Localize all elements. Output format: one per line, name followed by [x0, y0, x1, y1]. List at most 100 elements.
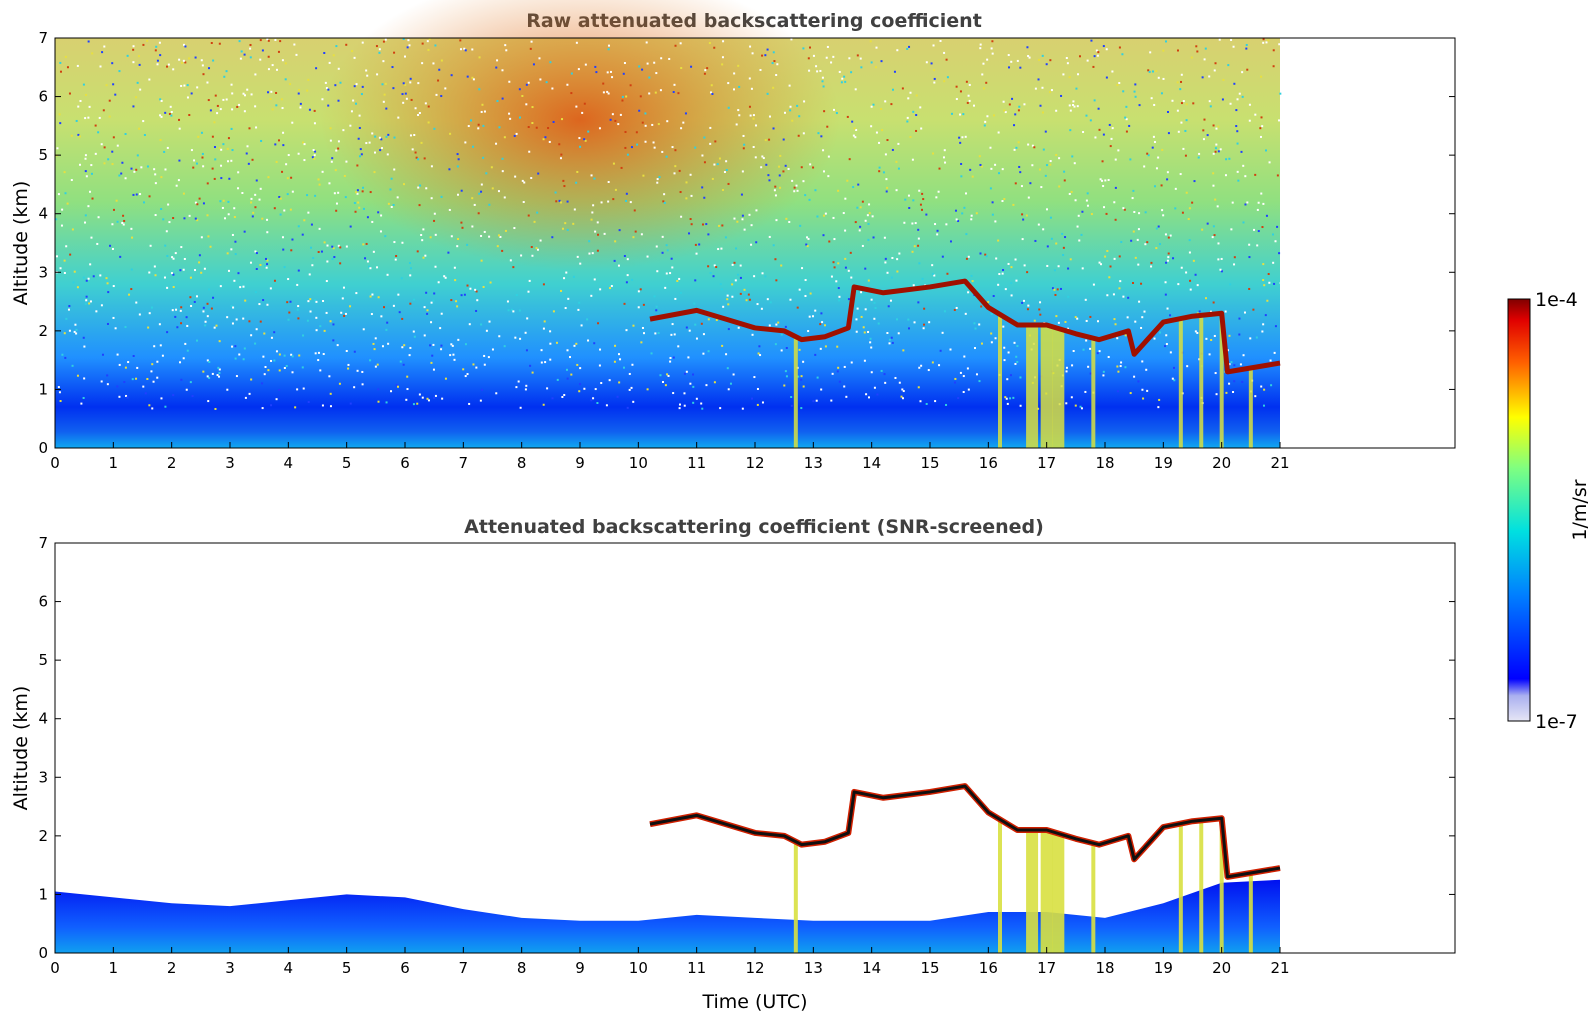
noise-speckle: [1184, 154, 1187, 157]
noise-speckle: [991, 40, 994, 43]
noise-speckle: [1155, 167, 1158, 170]
noise-speckle: [196, 219, 199, 222]
noise-speckle: [433, 212, 436, 215]
noise-speckle: [410, 267, 413, 270]
noise-speckle: [1131, 197, 1134, 200]
noise-speckle: [1245, 43, 1248, 46]
noise-speckle: [807, 330, 810, 333]
noise-speckle: [421, 396, 424, 399]
noise-speckle: [402, 183, 405, 186]
noise-speckle: [507, 309, 510, 312]
noise-speckle: [162, 218, 165, 221]
noise-speckle: [1141, 360, 1144, 363]
noise-speckle: [762, 157, 765, 160]
noise-speckle: [198, 261, 201, 264]
noise-speckle: [472, 363, 475, 366]
noise-speckle: [463, 293, 466, 296]
precipitation-streak: [1040, 830, 1053, 953]
noise-speckle: [1208, 75, 1211, 78]
noise-speckle: [843, 385, 846, 388]
noise-speckle: [1117, 370, 1120, 373]
noise-speckle: [404, 55, 407, 58]
noise-speckle: [361, 41, 364, 44]
noise-speckle: [933, 69, 936, 72]
noise-speckle: [1055, 154, 1058, 157]
noise-speckle: [433, 396, 436, 399]
noise-speckle: [227, 200, 230, 203]
noise-speckle: [821, 80, 824, 83]
noise-speckle: [549, 358, 552, 361]
noise-speckle: [431, 354, 434, 357]
noise-speckle: [177, 179, 180, 182]
noise-speckle: [118, 363, 121, 366]
noise-speckle: [751, 333, 754, 336]
noise-speckle: [630, 386, 633, 389]
noise-speckle: [1219, 268, 1222, 271]
noise-speckle: [896, 270, 899, 273]
noise-speckle: [430, 165, 433, 168]
noise-speckle: [95, 310, 98, 313]
noise-speckle: [1137, 228, 1140, 231]
noise-speckle: [875, 131, 878, 134]
noise-speckle: [238, 353, 241, 356]
noise-speckle: [495, 392, 498, 395]
noise-speckle: [573, 208, 576, 211]
noise-speckle: [231, 322, 234, 325]
noise-speckle: [569, 356, 572, 359]
noise-speckle: [602, 91, 605, 94]
noise-speckle: [1132, 189, 1135, 192]
noise-speckle: [231, 92, 234, 95]
noise-speckle: [1114, 186, 1117, 189]
noise-speckle: [1229, 102, 1232, 105]
noise-speckle: [1157, 225, 1160, 228]
noise-speckle: [1045, 164, 1048, 167]
noise-speckle: [503, 136, 506, 139]
noise-speckle: [99, 274, 102, 277]
noise-speckle: [172, 257, 175, 260]
noise-speckle: [1097, 107, 1100, 110]
x-tick-label: 9: [575, 959, 585, 977]
noise-speckle: [483, 110, 486, 113]
noise-speckle: [655, 72, 658, 75]
noise-speckle: [1017, 109, 1020, 112]
noise-speckle: [819, 323, 822, 326]
noise-speckle: [688, 232, 691, 235]
noise-speckle: [661, 235, 664, 238]
noise-speckle: [761, 155, 764, 158]
noise-speckle: [512, 266, 515, 269]
noise-speckle: [372, 250, 375, 253]
noise-speckle: [701, 154, 704, 157]
y-axis-label: Altitude (km): [10, 686, 32, 811]
noise-speckle: [986, 58, 989, 61]
noise-speckle: [1129, 158, 1132, 161]
noise-speckle: [85, 175, 88, 178]
noise-speckle: [921, 192, 924, 195]
noise-speckle: [440, 344, 443, 347]
noise-speckle: [938, 364, 941, 367]
noise-speckle: [721, 224, 724, 227]
noise-speckle: [587, 339, 590, 342]
noise-speckle: [766, 48, 769, 51]
noise-speckle: [423, 306, 426, 309]
x-tick-label: 12: [745, 454, 764, 472]
noise-speckle: [575, 342, 578, 345]
noise-speckle: [1260, 75, 1263, 78]
noise-speckle: [94, 152, 97, 155]
noise-speckle: [1094, 136, 1097, 139]
noise-speckle: [923, 323, 926, 326]
noise-speckle: [737, 326, 740, 329]
noise-speckle: [671, 323, 674, 326]
noise-speckle: [756, 403, 759, 406]
noise-speckle: [267, 369, 270, 372]
noise-speckle: [661, 150, 664, 153]
noise-speckle: [258, 198, 261, 201]
noise-speckle: [843, 365, 846, 368]
noise-speckle: [752, 114, 755, 117]
noise-speckle: [671, 266, 674, 269]
noise-speckle: [1153, 141, 1156, 144]
noise-speckle: [666, 249, 669, 252]
noise-speckle: [825, 56, 828, 59]
noise-speckle: [82, 276, 85, 279]
noise-speckle: [677, 92, 680, 95]
